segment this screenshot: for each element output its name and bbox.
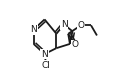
Text: N: N: [61, 20, 67, 29]
Text: Cl: Cl: [42, 60, 51, 70]
Text: O: O: [71, 40, 78, 49]
Text: N: N: [30, 25, 37, 34]
Text: N: N: [41, 50, 48, 59]
Text: O: O: [77, 21, 84, 30]
